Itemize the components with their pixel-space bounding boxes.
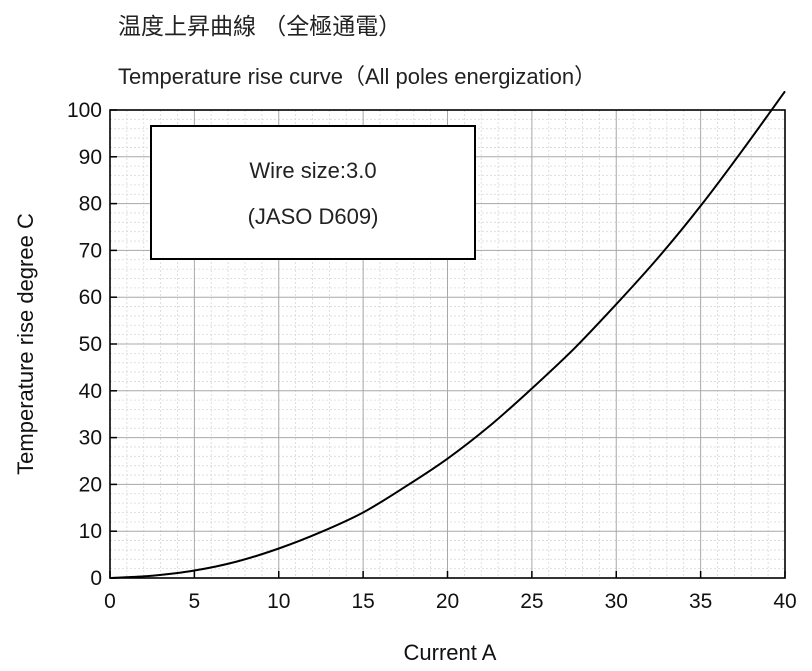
y-tick-label: 90 [79,146,102,169]
annotation-line2: (JASO D609) [248,204,379,229]
y-tick-label: 70 [79,239,102,262]
y-tick-label: 0 [90,567,102,590]
y-axis-label: Temperature rise degree C [13,213,38,475]
x-tick-label: 15 [351,590,374,613]
y-tick-label: 80 [79,193,102,216]
chart-title-jp: 温度上昇曲線 （全極通電） [118,14,401,40]
x-tick-label: 40 [773,590,796,613]
x-tick-label: 25 [520,590,543,613]
x-axis-label: Current A [404,640,497,665]
x-tick-label: 5 [189,590,201,613]
ticks: 0 5 10 15 20 25 30 35 40 0 10 20 30 40 50 60 70 80 90 100 [67,99,797,613]
annotation-box [150,125,476,260]
x-tick-label: 10 [267,590,290,613]
y-tick-label: 10 [79,520,102,543]
y-tick-label: 60 [79,286,102,309]
y-tick-label: 40 [79,380,102,403]
x-tick-label: 35 [689,590,712,613]
x-tick-label: 30 [605,590,628,613]
series-line [109,90,786,579]
y-tick-label: 50 [79,333,102,356]
y-tick-label: 30 [79,427,102,450]
series-group [109,90,786,579]
chart-title: Temperature rise curve（All poles energiz… [118,64,596,89]
y-tick-label: 20 [79,473,102,496]
y-tick-label: 100 [67,99,102,122]
x-tick-label: 20 [436,590,459,613]
annotation-line1: Wire size:3.0 [249,158,376,183]
x-tick-label: 0 [104,590,116,613]
